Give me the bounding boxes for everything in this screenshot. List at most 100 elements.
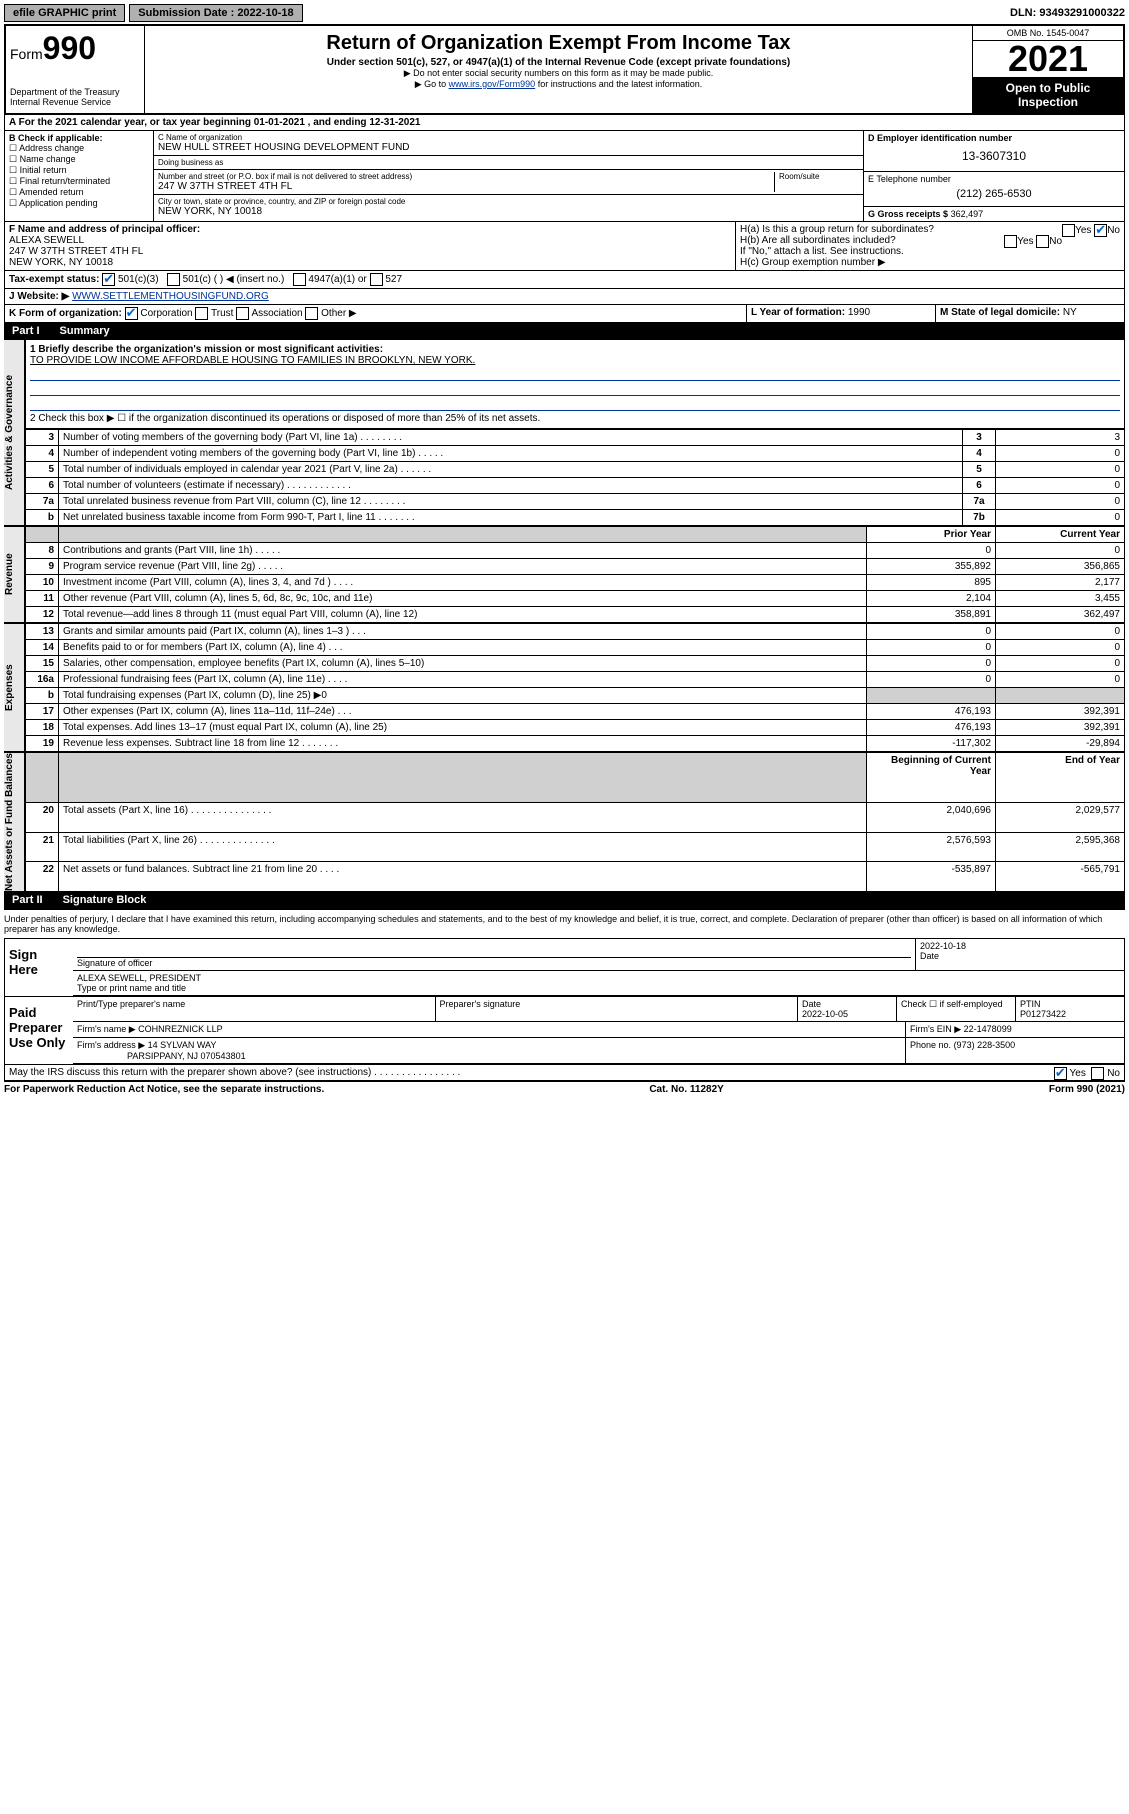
part1-title: Summary [60,325,110,337]
efile-btn[interactable]: efile GRAPHIC print [4,4,125,22]
officer-addr2: NEW YORK, NY 10018 [9,257,113,268]
officer-name: ALEXA SEWELL [9,235,84,246]
irs-label: Internal Revenue Service [10,97,140,107]
sig-date: 2022-10-18 [920,941,1120,951]
gross-label: G Gross receipts $ [868,209,948,219]
chk-501c3[interactable] [102,273,115,286]
table-ag: 3Number of voting members of the governi… [25,429,1125,526]
footer-left: For Paperwork Reduction Act Notice, see … [4,1084,324,1095]
city-label: City or town, state or province, country… [158,197,859,206]
form-header: Form990 Department of the Treasury Inter… [4,24,1125,115]
chk-address-change[interactable]: ☐ Address change [9,143,149,154]
firm-name: COHNREZNICK LLP [138,1024,223,1034]
chk-trust[interactable] [195,307,208,320]
sig-title-label: Type or print name and title [77,983,186,993]
table-row: 5Total number of individuals employed in… [26,462,1125,478]
prep-date: 2022-10-05 [802,1009,848,1019]
ha-yes[interactable] [1062,224,1075,237]
side-rev: Revenue [4,526,25,623]
footer-right: Form 990 (2021) [1049,1084,1125,1095]
form-org-label: K Form of organization: [9,308,122,319]
firm-ein: 22-1478099 [964,1024,1012,1034]
row-a-tax-year: A For the 2021 calendar year, or tax yea… [4,115,1125,131]
table-row: 15Salaries, other compensation, employee… [26,656,1125,672]
chk-final-return[interactable]: ☐ Final return/terminated [9,176,149,187]
sig-date-label: Date [920,951,939,961]
header-left: Form990 Department of the Treasury Inter… [6,26,145,113]
note-link: ▶ Go to www.irs.gov/Form990 for instruct… [149,79,968,90]
chk-corp[interactable] [125,307,138,320]
form-word: Form [10,46,43,62]
tax-year: 2021 [973,41,1123,77]
q2-text: 2 Check this box ▶ ☐ if the organization… [30,413,1120,424]
tel-value: (212) 265-6530 [868,184,1120,204]
prep-self-emp[interactable]: Check ☐ if self-employed [901,999,1003,1009]
header-right: OMB No. 1545-0047 2021 Open to Public In… [972,26,1123,113]
hc-label: H(c) Group exemption number ▶ [740,257,1120,268]
block-bcd: B Check if applicable: ☐ Address change … [4,131,1125,222]
h-questions: H(a) Is this a group return for subordin… [735,222,1124,270]
chk-name-change[interactable]: ☐ Name change [9,154,149,165]
chk-4947[interactable] [293,273,306,286]
discuss-text: May the IRS discuss this return with the… [9,1067,460,1078]
col-d-ein: D Employer identification number 13-3607… [863,131,1124,221]
discuss-row: May the IRS discuss this return with the… [4,1065,1125,1081]
discuss-no[interactable] [1091,1067,1104,1080]
ha-label: H(a) Is this a group return for subordin… [740,224,934,235]
table-row: 17Other expenses (Part IX, column (A), l… [26,704,1125,720]
state-domicile-label: M State of legal domicile: [940,307,1060,318]
website-label: J Website: ▶ [9,291,69,302]
firm-phone: (973) 228-3500 [954,1040,1016,1050]
chk-501c[interactable] [167,273,180,286]
table-row: 12Total revenue—add lines 8 through 11 (… [26,607,1125,623]
row-i: Tax-exempt status: 501(c)(3) 501(c) ( ) … [4,271,1125,289]
chk-app-pending[interactable]: ☐ Application pending [9,198,149,209]
row-klm: K Form of organization: Corporation Trus… [4,305,1125,323]
table-row: 18Total expenses. Add lines 13–17 (must … [26,720,1125,736]
table-net-assets: Beginning of Current YearEnd of Year20To… [25,752,1125,892]
ein-value: 13-3607310 [868,143,1120,169]
top-bar: efile GRAPHIC print Submission Date : 20… [4,4,1125,22]
table-row: 22Net assets or fund balances. Subtract … [26,862,1125,892]
ha-no[interactable] [1094,224,1107,237]
sig-name: ALEXA SEWELL, PRESIDENT [77,973,1120,983]
discuss-yes[interactable] [1054,1067,1067,1080]
hb-no[interactable] [1036,235,1049,248]
paid-preparer-label: Paid Preparer Use Only [5,997,73,1064]
chk-assoc[interactable] [236,307,249,320]
irs-link[interactable]: www.irs.gov/Form990 [449,79,536,89]
year-formation: 1990 [848,307,870,318]
principal-officer: F Name and address of principal officer:… [5,222,735,270]
org-name: NEW HULL STREET HOUSING DEVELOPMENT FUND [158,142,859,153]
state-domicile: NY [1063,307,1077,318]
gross-value: 362,497 [951,209,984,219]
hb-label: H(b) Are all subordinates included? [740,235,896,246]
ptin-label: PTIN [1020,999,1041,1009]
chk-527[interactable] [370,273,383,286]
dln: DLN: 93493291000322 [1010,7,1125,19]
chk-amended[interactable]: ☐ Amended return [9,187,149,198]
table-revenue: Prior YearCurrent Year8Contributions and… [25,526,1125,623]
org-name-label: C Name of organization [158,133,859,142]
chk-initial-return[interactable]: ☐ Initial return [9,165,149,176]
table-expenses: 13Grants and similar amounts paid (Part … [25,623,1125,752]
col-b-header: B Check if applicable: [9,133,103,143]
website-link[interactable]: WWW.SETTLEMENTHOUSINGFUND.ORG [72,291,269,302]
part1-header: Part I Summary [4,323,1125,339]
page-footer: For Paperwork Reduction Act Notice, see … [4,1081,1125,1095]
table-row: 7aTotal unrelated business revenue from … [26,494,1125,510]
firm-addr1: 14 SYLVAN WAY [148,1040,217,1050]
header-mid: Return of Organization Exempt From Incom… [145,26,972,113]
note-post: for instructions and the latest informat… [535,79,702,89]
hb-yes[interactable] [1004,235,1017,248]
table-row: bTotal fundraising expenses (Part IX, co… [26,688,1125,704]
table-row: 10Investment income (Part VIII, column (… [26,575,1125,591]
chk-other[interactable] [305,307,318,320]
col-c-org-info: C Name of organization NEW HULL STREET H… [154,131,863,221]
ein-label: D Employer identification number [868,133,1012,143]
side-ag: Activities & Governance [4,339,25,526]
table-row: 19Revenue less expenses. Subtract line 1… [26,736,1125,752]
col-b-checkboxes: B Check if applicable: ☐ Address change … [5,131,154,221]
q1-mission: TO PROVIDE LOW INCOME AFFORDABLE HOUSING… [30,355,475,366]
addr-value: 247 W 37TH STREET 4TH FL [158,181,774,192]
